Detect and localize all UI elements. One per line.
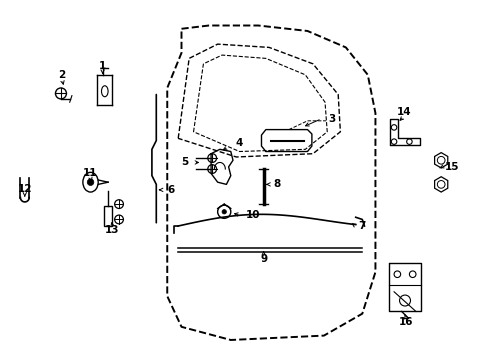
Text: 11: 11 — [83, 168, 98, 179]
Text: 8: 8 — [273, 179, 280, 189]
Text: 14: 14 — [396, 107, 410, 117]
Circle shape — [390, 139, 396, 144]
Polygon shape — [434, 177, 447, 192]
Text: 2: 2 — [58, 70, 65, 80]
Text: 7: 7 — [358, 221, 365, 231]
Circle shape — [217, 205, 230, 219]
Text: 9: 9 — [260, 254, 266, 264]
Circle shape — [222, 210, 226, 214]
Text: 4: 4 — [235, 138, 243, 148]
Circle shape — [399, 295, 409, 306]
Text: 13: 13 — [105, 225, 120, 235]
Circle shape — [55, 88, 66, 99]
Circle shape — [390, 125, 396, 130]
Circle shape — [114, 200, 123, 208]
Text: 10: 10 — [245, 210, 260, 220]
Polygon shape — [434, 153, 447, 168]
Text: 15: 15 — [444, 162, 458, 172]
Circle shape — [207, 154, 216, 162]
Circle shape — [408, 271, 415, 278]
Ellipse shape — [82, 172, 98, 192]
Bar — [103, 206, 112, 226]
Circle shape — [87, 179, 94, 185]
Text: 3: 3 — [327, 114, 335, 123]
Circle shape — [393, 271, 400, 278]
Text: 1: 1 — [99, 61, 106, 71]
Text: 12: 12 — [18, 184, 32, 194]
Circle shape — [114, 215, 123, 224]
Text: 6: 6 — [166, 185, 174, 195]
Circle shape — [207, 165, 216, 174]
Circle shape — [406, 139, 411, 144]
Text: 5: 5 — [181, 157, 188, 167]
Text: 16: 16 — [398, 318, 412, 328]
